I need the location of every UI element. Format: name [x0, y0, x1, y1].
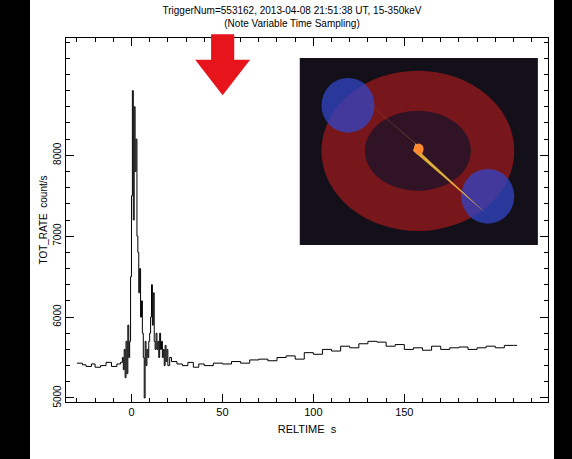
svg-text:100: 100	[304, 406, 322, 418]
svg-text:8000: 8000	[52, 142, 63, 165]
svg-text:0: 0	[128, 406, 134, 418]
svg-text:TOT_RATE count/s: TOT_RATE count/s	[38, 175, 49, 264]
svg-text:7000: 7000	[52, 223, 63, 246]
svg-text:5000: 5000	[52, 385, 63, 408]
svg-text:50: 50	[216, 406, 228, 418]
svg-text:RELTIME s: RELTIME s	[278, 423, 337, 435]
svg-text:150: 150	[395, 406, 413, 418]
svg-text:6000: 6000	[52, 304, 63, 327]
svg-text:TriggerNum=553162, 2013-04-08: TriggerNum=553162, 2013-04-08 21:51:38 U…	[163, 5, 422, 29]
